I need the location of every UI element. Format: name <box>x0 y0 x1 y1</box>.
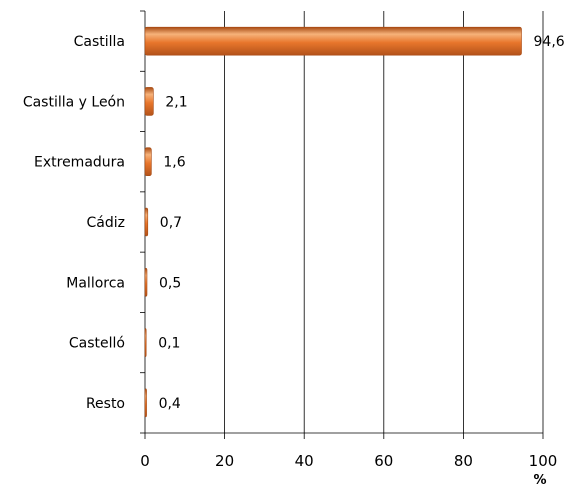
value-label: 0,4 <box>159 396 181 412</box>
value-label: 0,5 <box>159 275 181 291</box>
x-axis-unit-label: % <box>533 473 546 488</box>
category-label: Extremadura <box>34 155 125 171</box>
category-label: Resto <box>86 396 125 412</box>
bar <box>144 207 149 237</box>
value-label: 0,1 <box>158 336 180 352</box>
bar <box>144 147 152 177</box>
gridlines <box>140 10 544 439</box>
category-label: Mallorca <box>66 275 125 291</box>
value-label: 0,7 <box>160 215 182 231</box>
value-label: 94,6 <box>534 34 565 50</box>
category-label: Castilla <box>74 34 125 50</box>
x-tick-label: 80 <box>454 452 473 470</box>
bars <box>144 26 522 418</box>
bar <box>144 87 154 116</box>
category-label: Castilla y León <box>23 94 125 110</box>
category-label: Cádiz <box>87 215 125 231</box>
x-tick-label: 20 <box>215 452 234 470</box>
category-label: Castelló <box>69 336 125 352</box>
bar <box>144 267 148 297</box>
x-tick-label: 0 <box>140 452 150 470</box>
labels: 0 20 40 60 80 100 Castilla 94,6 Castilla y León 2… <box>23 34 565 470</box>
value-label: 2,1 <box>165 94 187 110</box>
x-tick-label: 100 <box>529 452 558 470</box>
bar <box>144 388 147 418</box>
x-tick-label: 40 <box>295 452 314 470</box>
bar <box>144 328 147 357</box>
x-tick-label: 60 <box>374 452 393 470</box>
bar <box>144 26 522 56</box>
value-label: 1,6 <box>163 155 185 171</box>
